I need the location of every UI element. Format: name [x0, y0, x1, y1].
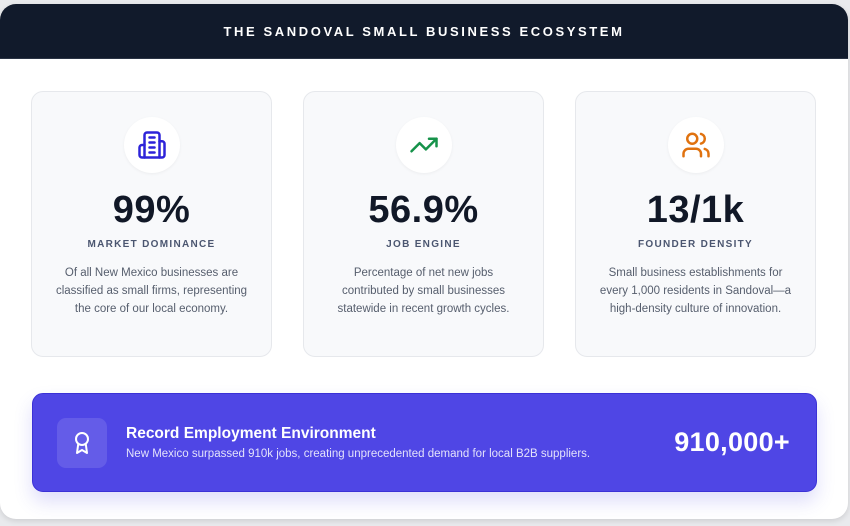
stat-cards: 99% MARKET DOMINANCE Of all New Mexico b… — [31, 91, 816, 357]
award-icon-wrapper — [57, 417, 107, 468]
stat-card-founder-density: 13/1k FOUNDER DENSITY Small business est… — [575, 91, 816, 357]
users-icon — [681, 132, 710, 158]
banner-title: Record Employment Environment — [126, 424, 376, 442]
stat-label: JOB ENGINE — [386, 239, 461, 250]
banner-value: 910,000+ — [674, 427, 790, 457]
stat-card-job-engine: 56.9% JOB ENGINE Percentage of net new j… — [303, 91, 544, 357]
building-icon-wrapper — [123, 117, 180, 173]
panel-title: THE SANDOVAL SMALL BUSINESS ECOSYSTEM — [223, 23, 625, 39]
employment-banner: Record Employment Environment New Mexico… — [32, 393, 817, 492]
stat-label: FOUNDER DENSITY — [637, 239, 754, 250]
stat-description: Percentage of net new jobs contributed b… — [337, 267, 510, 315]
stat-card-market-dominance: 99% MARKET DOMINANCE Of all New Mexico b… — [31, 91, 272, 357]
banner-text: Record Employment Environment New Mexico… — [126, 424, 674, 462]
users-icon-wrapper — [667, 117, 724, 173]
stat-value: 99% — [112, 189, 191, 231]
stat-description: Of all New Mexico businesses are classif… — [55, 267, 248, 315]
panel-header: THE SANDOVAL SMALL BUSINESS ECOSYSTEM — [0, 4, 848, 59]
trending-up-icon-wrapper — [395, 117, 452, 173]
stat-value: 56.9% — [368, 189, 479, 231]
stat-description: Small business establishments for every … — [599, 267, 792, 315]
banner-subtitle: New Mexico surpassed 910k jobs, creating… — [126, 447, 591, 460]
award-icon — [75, 431, 89, 454]
ecosystem-panel: THE SANDOVAL SMALL BUSINESS ECOSYSTEM 99… — [0, 4, 848, 519]
stat-value: 13/1k — [646, 189, 745, 231]
stat-label: MARKET DOMINANCE — [87, 239, 216, 250]
trending-up-icon — [409, 137, 438, 153]
building-icon — [137, 131, 166, 159]
